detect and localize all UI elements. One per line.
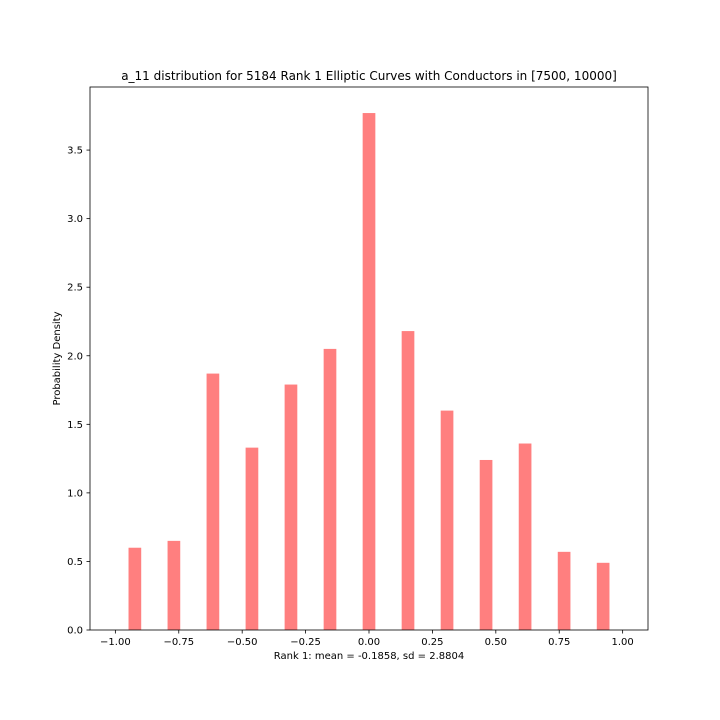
bar-11 bbox=[557, 551, 571, 630]
bar-12 bbox=[596, 562, 610, 630]
bar-4 bbox=[284, 384, 298, 630]
x-tick-label: 0.50 bbox=[485, 637, 507, 648]
y-tick-label: 0.0 bbox=[67, 626, 83, 637]
x-tick-label: 1.00 bbox=[612, 637, 634, 648]
y-axis-label: Probability Density bbox=[52, 311, 63, 405]
bar-0 bbox=[128, 547, 142, 630]
y-tick-label: 3.5 bbox=[67, 146, 83, 157]
y-tick-label: 1.0 bbox=[67, 488, 83, 499]
bar-1 bbox=[167, 540, 181, 630]
bar-6 bbox=[362, 113, 376, 631]
y-tick-label: 2.0 bbox=[67, 351, 83, 362]
bar-10 bbox=[518, 443, 532, 630]
x-axis-ticks: −1.00 −0.75 −0.50 −0.25 0.00 0.25 0.50 0.75 1.00 bbox=[100, 630, 634, 648]
y-axis-ticks: 0.0 0.5 1.0 1.5 2.0 2.5 3.0 3.5 bbox=[67, 146, 90, 637]
bar-5 bbox=[323, 348, 337, 630]
y-tick-label: 2.5 bbox=[67, 283, 83, 294]
y-tick-label: 3.0 bbox=[67, 214, 83, 225]
x-tick-label: −0.75 bbox=[163, 637, 194, 648]
x-tick-label: −0.50 bbox=[227, 637, 258, 648]
x-tick-label: −1.00 bbox=[100, 637, 131, 648]
y-tick-label: 1.5 bbox=[67, 420, 83, 431]
chart-title: a_11 distribution for 5184 Rank 1 Ellipt… bbox=[121, 69, 617, 83]
bar-2 bbox=[206, 373, 220, 630]
y-tick-label: 0.5 bbox=[67, 557, 83, 568]
x-tick-label: 0.25 bbox=[421, 637, 443, 648]
bar-8 bbox=[440, 410, 454, 630]
bars-group bbox=[128, 113, 610, 631]
x-tick-label: −0.25 bbox=[290, 637, 321, 648]
bar-9 bbox=[479, 459, 493, 630]
x-tick-label: 0.75 bbox=[548, 637, 570, 648]
x-tick-label: 0.00 bbox=[358, 637, 380, 648]
bar-7 bbox=[401, 331, 415, 630]
x-axis-label: Rank 1: mean = -0.1858, sd = 2.8804 bbox=[274, 651, 464, 662]
bar-3 bbox=[245, 447, 259, 630]
